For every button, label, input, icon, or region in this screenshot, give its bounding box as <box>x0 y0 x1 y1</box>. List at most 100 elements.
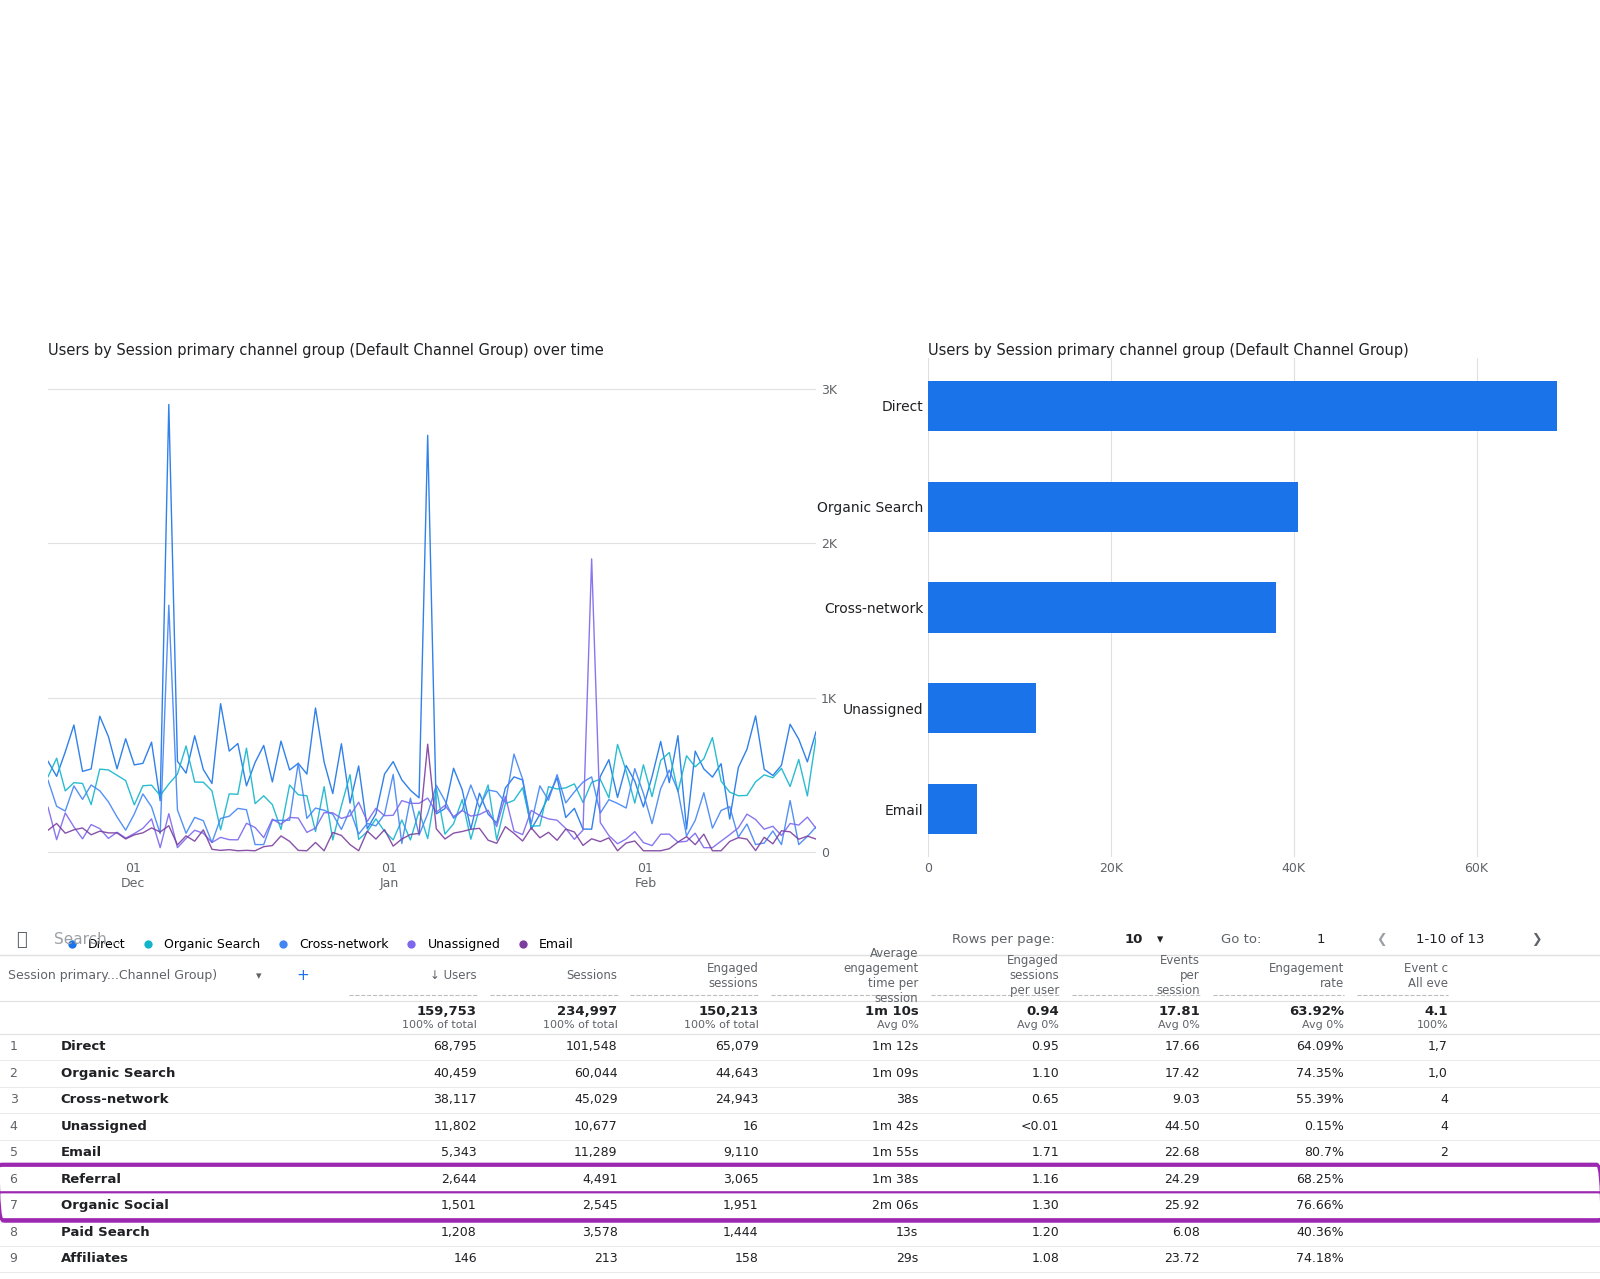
Text: 55.39%: 55.39% <box>1296 1094 1344 1106</box>
Text: 6.08: 6.08 <box>1173 1227 1200 1239</box>
Text: 1: 1 <box>1317 934 1325 946</box>
Text: ❯: ❯ <box>1531 934 1542 946</box>
Text: 1m 10s: 1m 10s <box>864 1005 918 1018</box>
Text: 25.92: 25.92 <box>1165 1200 1200 1212</box>
Text: ↓ Users: ↓ Users <box>430 969 477 982</box>
Text: ▾: ▾ <box>1157 934 1163 946</box>
Text: Sessions: Sessions <box>566 969 618 982</box>
Text: ▾: ▾ <box>256 971 262 981</box>
Text: Engagement
rate: Engagement rate <box>1269 962 1344 990</box>
Text: 45,029: 45,029 <box>574 1094 618 1106</box>
Text: 3: 3 <box>10 1094 18 1106</box>
Text: 68,795: 68,795 <box>434 1040 477 1054</box>
Text: 1.71: 1.71 <box>1032 1146 1059 1160</box>
Text: 100% of total: 100% of total <box>402 1019 477 1030</box>
Text: 17.66: 17.66 <box>1165 1040 1200 1054</box>
Text: Unassigned: Unassigned <box>61 1120 147 1133</box>
Text: 1,951: 1,951 <box>723 1200 758 1212</box>
FancyBboxPatch shape <box>0 1192 1600 1219</box>
Text: Avg 0%: Avg 0% <box>1302 1019 1344 1030</box>
Text: Session primary...Channel Group): Session primary...Channel Group) <box>8 969 218 982</box>
Text: 1.10: 1.10 <box>1032 1067 1059 1079</box>
Text: 4.1: 4.1 <box>1424 1005 1448 1018</box>
Text: 1: 1 <box>10 1040 18 1054</box>
Text: 1m 55s: 1m 55s <box>872 1146 918 1160</box>
Text: 80.7%: 80.7% <box>1304 1146 1344 1160</box>
Text: Cross-network: Cross-network <box>61 1094 170 1106</box>
Text: 158: 158 <box>734 1252 758 1265</box>
Text: 159,753: 159,753 <box>416 1005 477 1018</box>
Text: 74.35%: 74.35% <box>1296 1067 1344 1079</box>
Text: Avg 0%: Avg 0% <box>1158 1019 1200 1030</box>
Text: 1m 38s: 1m 38s <box>872 1173 918 1186</box>
Text: 2: 2 <box>10 1067 18 1079</box>
Text: 16: 16 <box>742 1120 758 1133</box>
Text: 40.36%: 40.36% <box>1296 1227 1344 1239</box>
Text: 76.66%: 76.66% <box>1296 1200 1344 1212</box>
Text: 0.15%: 0.15% <box>1304 1120 1344 1133</box>
Text: 5: 5 <box>10 1146 18 1160</box>
Text: 3,578: 3,578 <box>582 1227 618 1239</box>
Text: 1m 09s: 1m 09s <box>872 1067 918 1079</box>
Text: 100% of total: 100% of total <box>683 1019 758 1030</box>
Text: 7: 7 <box>10 1200 18 1212</box>
Text: 3,065: 3,065 <box>723 1173 758 1186</box>
Text: 4,491: 4,491 <box>582 1173 618 1186</box>
Text: 10: 10 <box>1125 934 1142 946</box>
Text: 101,548: 101,548 <box>566 1040 618 1054</box>
Text: 213: 213 <box>594 1252 618 1265</box>
Text: 4: 4 <box>1440 1094 1448 1106</box>
Text: 1m 42s: 1m 42s <box>872 1120 918 1133</box>
Text: Direct: Direct <box>61 1040 106 1054</box>
Text: Users by Session primary channel group (Default Channel Group): Users by Session primary channel group (… <box>928 343 1408 358</box>
Text: 0.65: 0.65 <box>1032 1094 1059 1106</box>
Text: 2m 06s: 2m 06s <box>872 1200 918 1212</box>
Text: 5,343: 5,343 <box>442 1146 477 1160</box>
Text: 60,044: 60,044 <box>574 1067 618 1079</box>
Text: 64.09%: 64.09% <box>1296 1040 1344 1054</box>
Text: 1.30: 1.30 <box>1032 1200 1059 1212</box>
Text: Event c
All eve: Event c All eve <box>1403 962 1448 990</box>
Text: Rows per page:: Rows per page: <box>952 934 1054 946</box>
Text: 2,644: 2,644 <box>442 1173 477 1186</box>
Text: 150,213: 150,213 <box>698 1005 758 1018</box>
Text: 24,943: 24,943 <box>715 1094 758 1106</box>
Text: Email: Email <box>61 1146 102 1160</box>
Bar <box>928 784 978 834</box>
Text: Go to:: Go to: <box>1221 934 1261 946</box>
Text: 68.25%: 68.25% <box>1296 1173 1344 1186</box>
Text: Affiliates: Affiliates <box>61 1252 128 1265</box>
Text: 65,079: 65,079 <box>715 1040 758 1054</box>
Text: 38,117: 38,117 <box>434 1094 477 1106</box>
FancyBboxPatch shape <box>0 1166 1600 1193</box>
Text: Paid Search: Paid Search <box>61 1227 149 1239</box>
Text: 1,501: 1,501 <box>442 1200 477 1212</box>
Text: 1,7: 1,7 <box>1429 1040 1448 1054</box>
Text: 44,643: 44,643 <box>715 1067 758 1079</box>
Text: 1,208: 1,208 <box>442 1227 477 1239</box>
Text: 11,802: 11,802 <box>434 1120 477 1133</box>
Text: +: + <box>296 968 309 984</box>
Text: 22.68: 22.68 <box>1165 1146 1200 1160</box>
Text: 24.29: 24.29 <box>1165 1173 1200 1186</box>
Text: 44.50: 44.50 <box>1165 1120 1200 1133</box>
Text: 74.18%: 74.18% <box>1296 1252 1344 1265</box>
Text: Engaged
sessions: Engaged sessions <box>707 962 758 990</box>
Text: 2,545: 2,545 <box>582 1200 618 1212</box>
Text: 2: 2 <box>1440 1146 1448 1160</box>
Text: 1.20: 1.20 <box>1032 1227 1059 1239</box>
Text: 4: 4 <box>10 1120 18 1133</box>
Text: Avg 0%: Avg 0% <box>1018 1019 1059 1030</box>
Text: 63.92%: 63.92% <box>1290 1005 1344 1018</box>
Text: 1.08: 1.08 <box>1032 1252 1059 1265</box>
Text: Referral: Referral <box>61 1173 122 1186</box>
Text: 1,0: 1,0 <box>1429 1067 1448 1079</box>
Text: Organic Social: Organic Social <box>61 1200 168 1212</box>
Text: 40,459: 40,459 <box>434 1067 477 1079</box>
Text: <0.01: <0.01 <box>1021 1120 1059 1133</box>
Text: Events
per
session: Events per session <box>1157 954 1200 998</box>
Text: 0.94: 0.94 <box>1027 1005 1059 1018</box>
Text: 1m 12s: 1m 12s <box>872 1040 918 1054</box>
Text: 1,444: 1,444 <box>723 1227 758 1239</box>
Text: ❮: ❮ <box>1376 934 1387 946</box>
